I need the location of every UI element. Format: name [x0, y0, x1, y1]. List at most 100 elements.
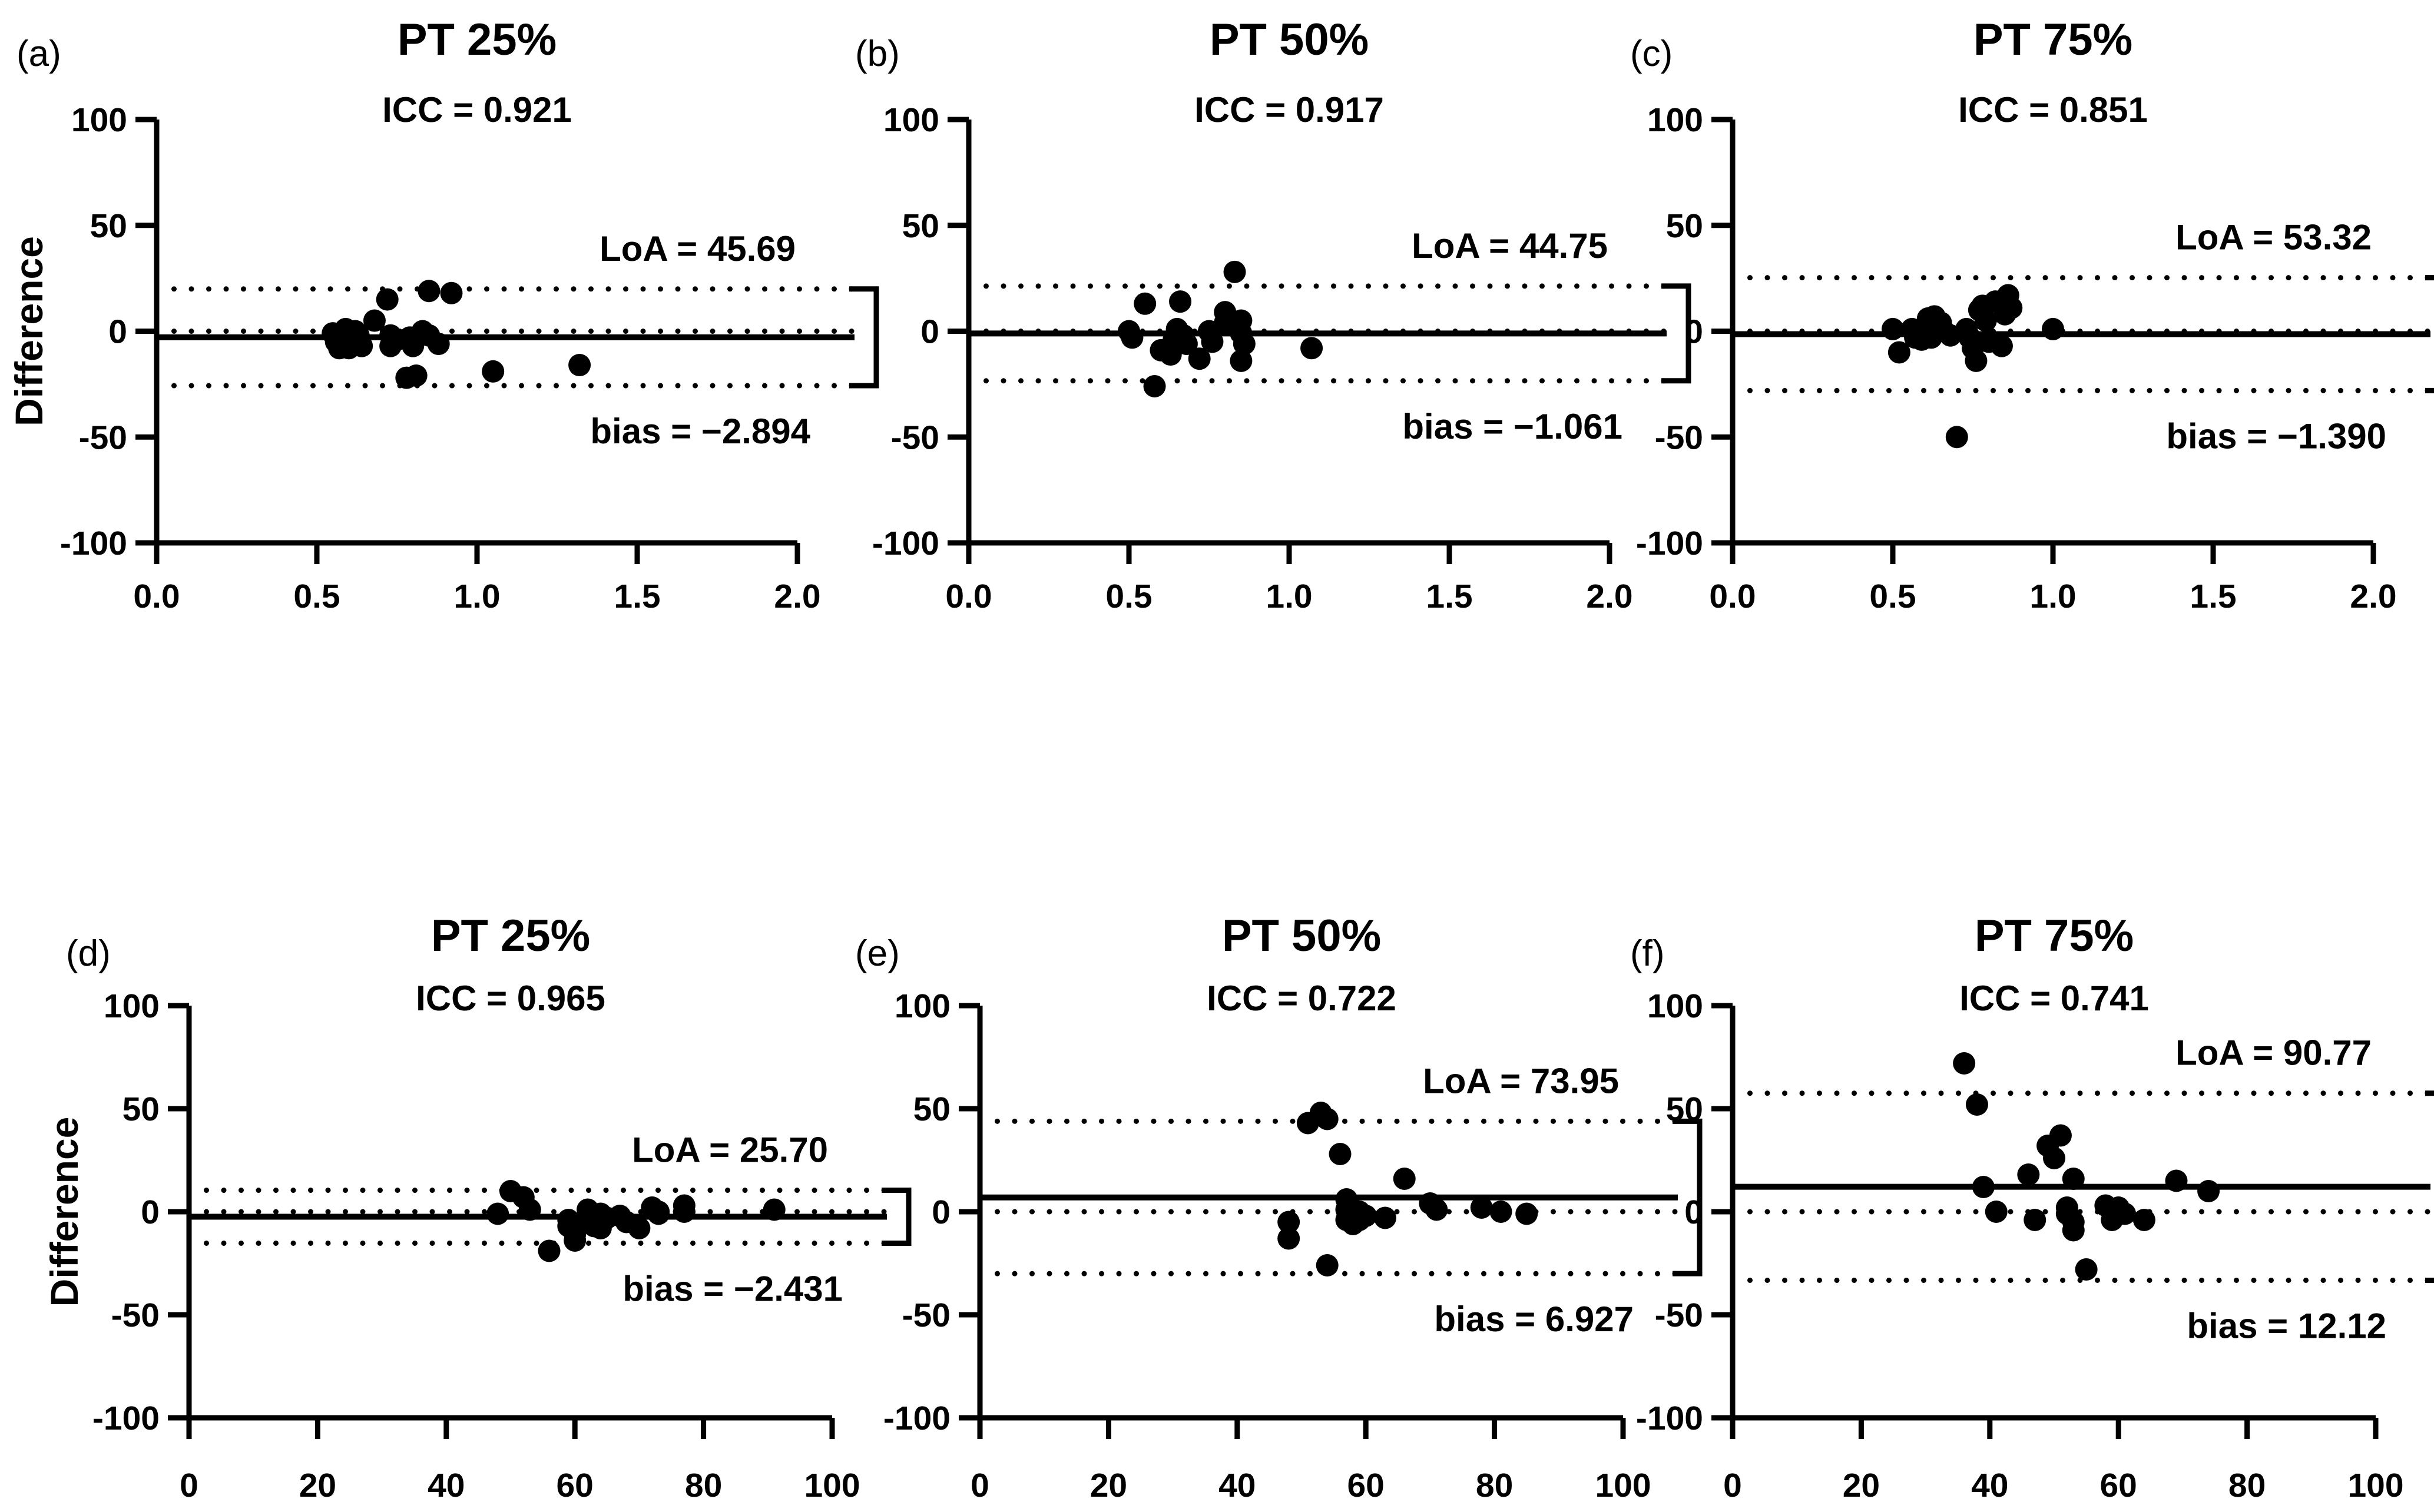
data-point: [2132, 1209, 2155, 1231]
x-tick-label: 1.5: [2190, 578, 2236, 615]
data-point: [1373, 1206, 1396, 1229]
icc-label: ICC = 0.741: [1959, 979, 2149, 1018]
icc-label: ICC = 0.921: [382, 90, 572, 130]
loa-bracket: [849, 286, 879, 389]
y-tick-label: -100: [872, 525, 939, 562]
x-tick-label: 100: [1595, 1467, 1651, 1504]
data-point: [1233, 333, 1256, 356]
data-point: [2017, 1163, 2040, 1186]
data-point: [1470, 1196, 1493, 1219]
y-tick-label: 50: [1666, 1090, 1703, 1128]
x-tick-label: 100: [804, 1467, 860, 1504]
y-tick-label: 0: [1684, 1193, 1703, 1231]
loa-label: LoA = 53.32: [2175, 218, 2372, 257]
y-tick-label: -50: [891, 419, 939, 456]
x-tick-label: 0.5: [293, 578, 340, 615]
loa-bracket: [1661, 283, 1691, 384]
data-point: [628, 1217, 651, 1239]
x-tick-label: 20: [1843, 1467, 1880, 1504]
data-point: [1329, 1143, 1352, 1165]
panel-letter: (a): [16, 34, 61, 74]
data-point: [1945, 426, 1968, 449]
y-tick-label: 0: [141, 1193, 160, 1231]
x-tick-label: 60: [556, 1467, 593, 1504]
data-point: [350, 334, 373, 357]
x-tick-label: 2.0: [1586, 578, 1632, 615]
data-point: [418, 280, 441, 303]
data-point: [1223, 260, 1246, 283]
data-point: [2114, 1202, 2137, 1225]
bias-label: bias = −1.390: [2166, 416, 2386, 456]
data-point: [2075, 1258, 2098, 1281]
y-tick-label: -100: [883, 1400, 951, 1437]
x-tick-label: 100: [2347, 1467, 2403, 1504]
x-tick-label: 80: [2228, 1467, 2266, 1504]
data-point: [1121, 326, 1144, 349]
bias-label: bias = −1.061: [1402, 407, 1622, 446]
x-tick-label: 40: [1218, 1467, 1256, 1504]
x-tick-label: 0.0: [133, 578, 180, 615]
y-tick-label: 100: [104, 987, 160, 1025]
data-point: [1277, 1211, 1300, 1234]
bias-label: bias = −2.431: [622, 1269, 843, 1308]
data-point: [427, 333, 450, 356]
icc-label: ICC = 0.965: [416, 979, 605, 1018]
data-point: [1990, 334, 2013, 357]
data-point: [2042, 317, 2064, 340]
x-tick-label: 60: [1347, 1467, 1384, 1504]
data-point: [376, 288, 399, 311]
y-tick-label: -50: [1655, 419, 1703, 456]
y-tick-label: 100: [883, 101, 939, 139]
icc-label: ICC = 0.722: [1207, 979, 1396, 1018]
x-tick-label: 2.0: [2350, 578, 2396, 615]
y-tick-label: 50: [122, 1090, 160, 1128]
data-point: [763, 1198, 786, 1221]
x-tick-label: 1.5: [1426, 578, 1472, 615]
panel-title: PT 75%: [1975, 911, 2134, 961]
data-point: [440, 281, 463, 304]
y-tick-label: 0: [1684, 313, 1703, 351]
data-point: [1393, 1168, 1416, 1190]
loa-label: LoA = 90.77: [2175, 1033, 2372, 1073]
y-tick-label: -100: [92, 1400, 160, 1437]
y-tick-label: 100: [71, 101, 127, 139]
y-tick-label: -50: [902, 1297, 951, 1334]
panel-title: PT 50%: [1222, 911, 1381, 961]
y-tick-label: 0: [108, 313, 127, 351]
x-tick-label: 1.0: [1266, 578, 1312, 615]
x-tick-label: 60: [2099, 1467, 2137, 1504]
data-point: [1134, 292, 1157, 315]
loa-bracket: [882, 1188, 912, 1246]
x-tick-label: 80: [685, 1467, 722, 1504]
panel-e: (e) PT 50% ICC = 0.722 100 50 0 -50 -100 0 20 40 60…: [855, 911, 1703, 1504]
x-tick-label: 0.5: [1869, 578, 1916, 615]
data-point: [2000, 296, 2023, 319]
data-point: [647, 1202, 670, 1225]
data-point: [1953, 1052, 1976, 1075]
y-tick-label: 0: [932, 1193, 951, 1231]
panel-title: PT 25%: [431, 911, 590, 961]
panel-letter: (e): [855, 933, 900, 974]
y-tick-label: -100: [1636, 525, 1703, 562]
y-tick-label: 0: [920, 313, 939, 351]
loa-label: LoA = 45.69: [600, 229, 796, 268]
data-point: [1515, 1202, 1538, 1225]
data-point: [1188, 347, 1211, 370]
x-tick-label: 1.0: [453, 578, 500, 615]
data-point: [1300, 337, 1323, 360]
data-point: [1985, 1201, 2008, 1223]
data-point: [1965, 1093, 1988, 1116]
y-tick-label: 100: [895, 987, 951, 1025]
data-point: [1277, 1227, 1300, 1250]
x-tick-label: 0: [971, 1467, 989, 1504]
data-point: [1230, 349, 1253, 372]
data-point: [1965, 349, 1988, 372]
data-point: [1201, 330, 1224, 353]
x-tick-label: 20: [299, 1467, 336, 1504]
y-tick-label: -100: [60, 525, 127, 562]
data-point: [564, 1229, 587, 1252]
panel-title: PT 75%: [1973, 15, 2132, 65]
